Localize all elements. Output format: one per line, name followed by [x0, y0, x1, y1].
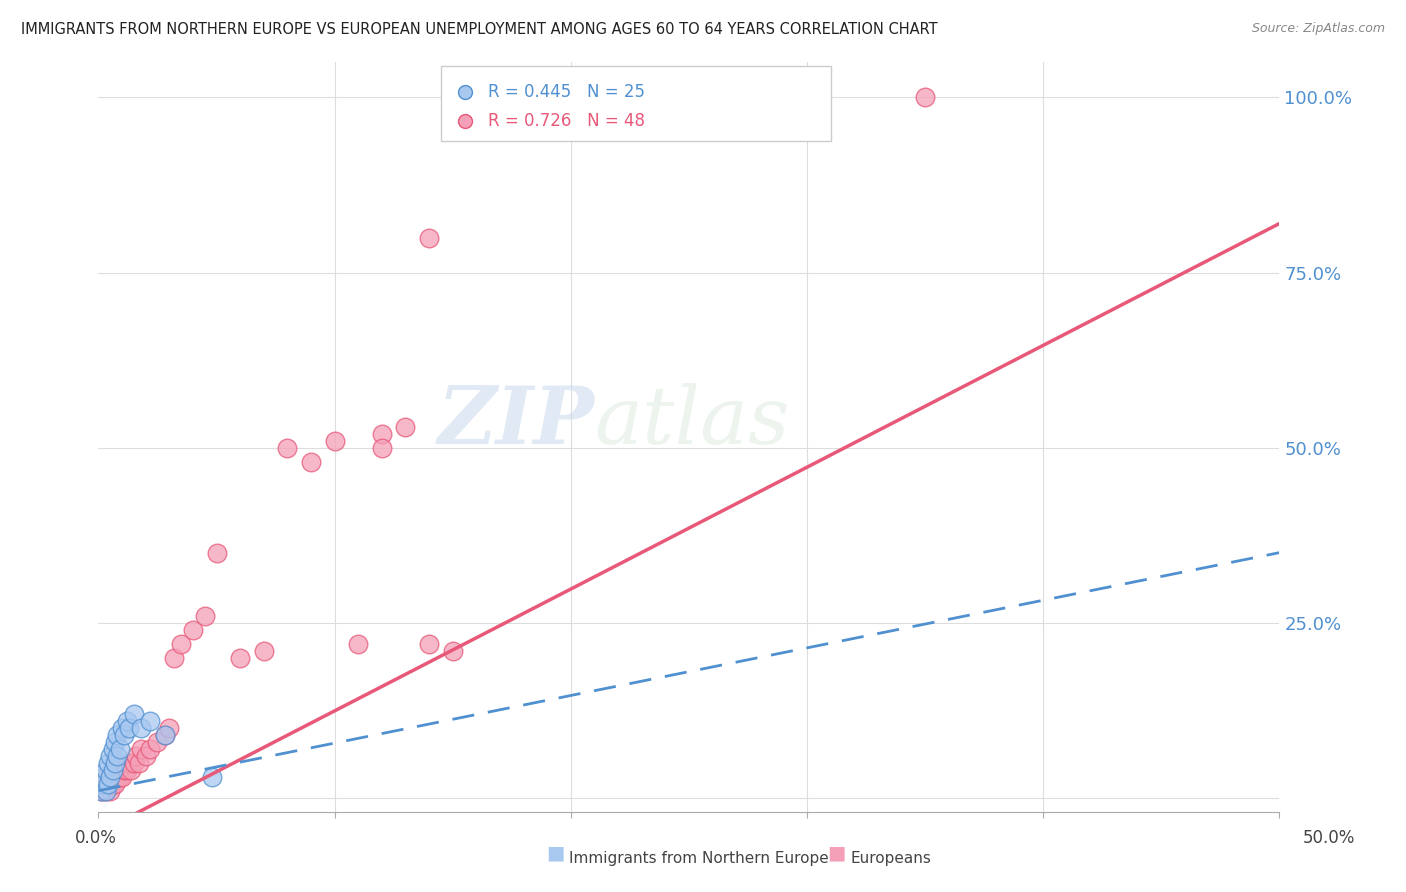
- Point: [115, 714, 138, 728]
- Point: [105, 763, 128, 777]
- Point: [104, 770, 127, 784]
- Point: [90, 783, 112, 797]
- Point: [91, 783, 114, 797]
- Point: [157, 721, 180, 735]
- Point: [153, 728, 176, 742]
- Point: [98, 748, 121, 763]
- Text: R = 0.726   N = 48: R = 0.726 N = 48: [488, 112, 645, 130]
- Point: [323, 434, 346, 448]
- Point: [418, 230, 440, 244]
- Point: [122, 706, 145, 721]
- Point: [139, 714, 162, 728]
- Point: [104, 756, 127, 770]
- Point: [101, 770, 124, 784]
- Point: [94, 783, 117, 797]
- Point: [101, 777, 124, 791]
- Point: [91, 777, 114, 791]
- Point: [104, 734, 127, 748]
- Point: [91, 777, 114, 791]
- Text: 50.0%: 50.0%: [1302, 829, 1355, 847]
- Point: [105, 728, 128, 742]
- Point: [115, 763, 138, 777]
- Text: 0.0%: 0.0%: [75, 829, 117, 847]
- Point: [97, 756, 120, 770]
- Point: [194, 608, 217, 623]
- Point: [94, 763, 117, 777]
- Point: [129, 741, 152, 756]
- Point: [91, 770, 114, 784]
- Point: [914, 90, 936, 104]
- Point: [105, 770, 128, 784]
- Point: [181, 623, 204, 637]
- Point: [418, 637, 440, 651]
- FancyBboxPatch shape: [441, 66, 831, 141]
- Point: [299, 454, 322, 468]
- Point: [163, 650, 186, 665]
- Point: [112, 728, 135, 742]
- Point: [125, 748, 148, 763]
- Point: [371, 441, 394, 455]
- Point: [170, 637, 193, 651]
- Text: Immigrants from Northern Europe: Immigrants from Northern Europe: [569, 851, 830, 865]
- Point: [98, 783, 121, 797]
- Point: [253, 643, 276, 657]
- Point: [121, 763, 143, 777]
- Point: [94, 783, 117, 797]
- Point: [371, 426, 394, 441]
- Point: [108, 741, 131, 756]
- Point: [135, 748, 157, 763]
- Point: [118, 721, 141, 735]
- Text: Source: ZipAtlas.com: Source: ZipAtlas.com: [1251, 22, 1385, 36]
- Point: [105, 748, 128, 763]
- Text: atlas: atlas: [595, 384, 790, 461]
- Point: [347, 637, 370, 651]
- Point: [94, 777, 117, 791]
- Point: [97, 777, 120, 791]
- Point: [205, 546, 228, 560]
- Text: ■: ■: [546, 843, 565, 862]
- Point: [441, 643, 464, 657]
- Point: [229, 650, 252, 665]
- Point: [101, 763, 124, 777]
- Point: [146, 734, 169, 748]
- Point: [153, 728, 176, 742]
- Point: [112, 763, 135, 777]
- Point: [98, 770, 121, 784]
- Point: [139, 741, 162, 756]
- Point: [97, 770, 120, 784]
- Point: [122, 756, 145, 770]
- Point: [276, 441, 298, 455]
- Text: ZIP: ZIP: [437, 384, 595, 461]
- Point: [128, 756, 150, 770]
- Point: [98, 777, 121, 791]
- Point: [111, 770, 134, 784]
- Point: [104, 777, 127, 791]
- Point: [201, 770, 224, 784]
- Text: ■: ■: [827, 843, 846, 862]
- Point: [118, 756, 141, 770]
- Text: R = 0.445   N = 25: R = 0.445 N = 25: [488, 84, 645, 102]
- Point: [101, 741, 124, 756]
- Text: Europeans: Europeans: [851, 851, 932, 865]
- Point: [111, 721, 134, 735]
- Point: [97, 777, 120, 791]
- Point: [90, 783, 112, 797]
- Point: [108, 770, 131, 784]
- Point: [394, 419, 416, 434]
- Point: [129, 721, 152, 735]
- Text: IMMIGRANTS FROM NORTHERN EUROPE VS EUROPEAN UNEMPLOYMENT AMONG AGES 60 TO 64 YEA: IMMIGRANTS FROM NORTHERN EUROPE VS EUROP…: [21, 22, 938, 37]
